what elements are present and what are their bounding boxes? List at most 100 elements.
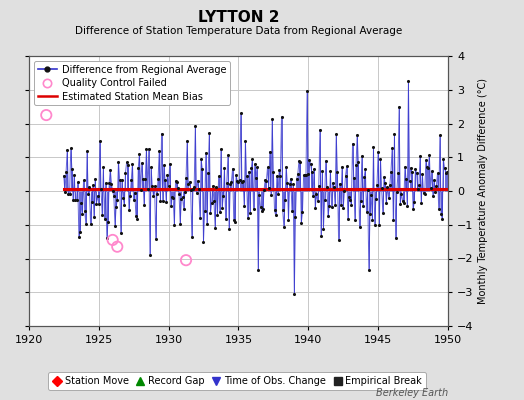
Point [402,176,410,182]
Point [88,199,96,205]
Point [192,190,201,196]
Point [157,130,166,137]
Point [94,200,103,207]
Point [42,112,50,118]
Point [182,175,190,181]
Point [368,217,377,223]
Point [360,174,368,180]
Point [230,216,238,223]
Point [163,172,171,178]
Point [403,203,411,209]
Point [432,183,441,189]
Point [78,211,86,217]
Point [86,221,95,228]
Point [203,220,211,227]
Point [138,160,146,166]
Point [277,114,286,120]
Point [396,201,405,207]
Point [442,169,450,176]
Point [182,257,190,263]
Point [440,165,449,172]
Point [202,150,210,156]
Point [63,146,71,153]
Point [198,166,206,172]
Point [278,206,287,213]
Point [239,178,247,184]
Point [334,236,343,243]
Point [147,164,155,171]
Point [261,176,269,183]
Y-axis label: Monthly Temperature Anomaly Difference (°C): Monthly Temperature Anomaly Difference (… [478,78,488,304]
Point [307,161,315,167]
Point [386,182,394,189]
Point [383,183,391,190]
Point [413,186,422,192]
Point [113,197,122,203]
Point [249,206,258,212]
Point [374,149,383,155]
Point [253,164,261,171]
Point [340,188,348,194]
Point [287,175,295,182]
Point [129,197,138,204]
Point [231,218,239,225]
Point [353,131,362,138]
Point [243,173,251,180]
Point [323,184,331,190]
Point [107,181,116,187]
Point [77,199,85,206]
Point [111,222,119,229]
Point [135,151,144,157]
Point [73,179,82,185]
Point [286,181,294,187]
Point [305,156,314,163]
Point [69,197,77,203]
Point [376,156,385,162]
Point [244,215,252,222]
Point [332,131,341,137]
Point [283,180,291,186]
Point [70,171,79,178]
Point [295,158,303,164]
Point [439,156,447,162]
Point [160,162,168,168]
Point [201,208,209,214]
Point [85,183,94,190]
Point [394,170,402,177]
Text: LYTTON 2: LYTTON 2 [198,10,279,25]
Point [410,199,419,206]
Point [343,163,351,170]
Point [359,203,367,210]
Point [341,172,350,179]
Point [392,189,401,195]
Point [387,168,395,175]
Point [250,161,259,167]
Point [362,208,370,215]
Point [127,177,136,183]
Point [417,200,425,206]
Point [175,191,183,198]
Point [208,200,216,206]
Point [354,159,363,165]
Point [105,180,113,186]
Point [322,158,330,164]
Point [265,185,273,191]
Point [319,226,328,232]
Point [133,215,141,222]
Point [241,138,249,144]
Point [196,215,204,221]
Point [364,187,372,193]
Point [397,190,406,197]
Point [140,202,148,208]
Point [117,230,125,236]
Point [212,183,221,190]
Point [430,177,438,183]
Point [266,148,274,155]
Point [345,194,353,200]
Point [425,152,433,158]
Point [358,153,366,160]
Point [280,224,288,230]
Point [333,169,342,176]
Point [348,140,357,147]
Point [309,193,317,200]
